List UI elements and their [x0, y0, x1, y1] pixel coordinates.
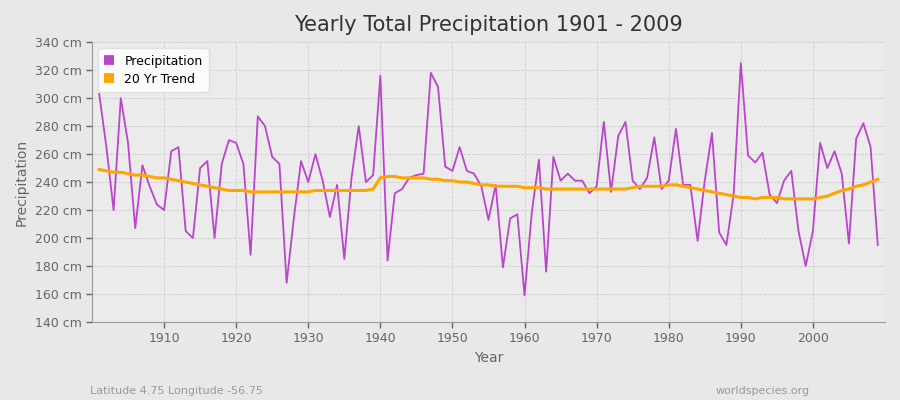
- Title: Yearly Total Precipitation 1901 - 2009: Yearly Total Precipitation 1901 - 2009: [294, 15, 683, 35]
- Text: worldspecies.org: worldspecies.org: [716, 386, 810, 396]
- Text: Latitude 4.75 Longitude -56.75: Latitude 4.75 Longitude -56.75: [90, 386, 263, 396]
- Y-axis label: Precipitation: Precipitation: [15, 138, 29, 226]
- X-axis label: Year: Year: [473, 351, 503, 365]
- Legend: Precipitation, 20 Yr Trend: Precipitation, 20 Yr Trend: [98, 48, 209, 92]
